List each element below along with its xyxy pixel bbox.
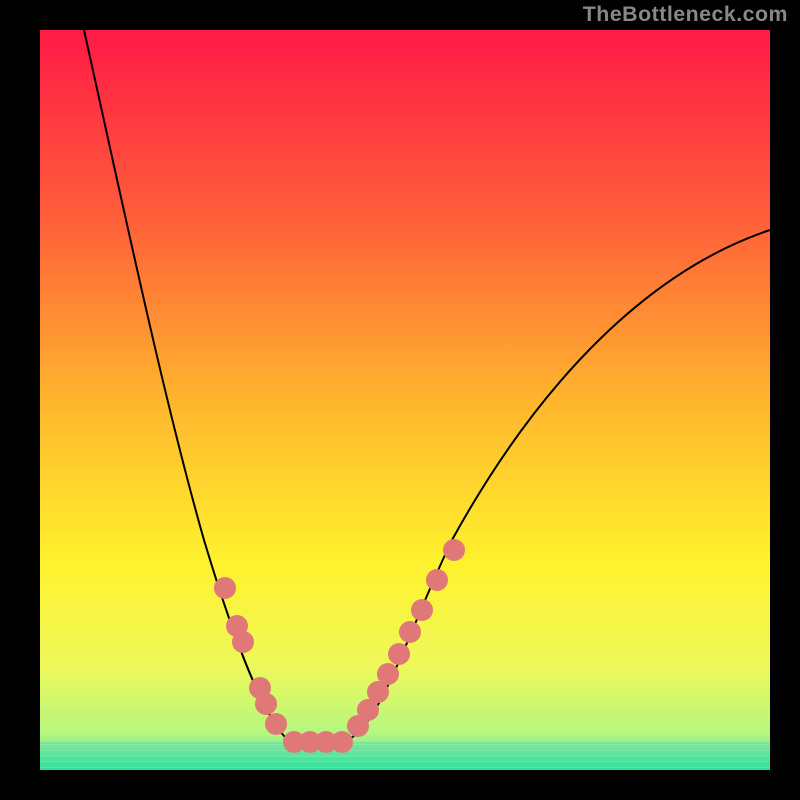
bottom-green-band xyxy=(40,742,770,770)
watermark-text: TheBottleneck.com xyxy=(583,2,788,27)
data-marker xyxy=(411,599,433,621)
stage: TheBottleneck.com xyxy=(0,0,800,800)
data-marker xyxy=(388,643,410,665)
data-marker xyxy=(331,731,353,753)
data-marker xyxy=(426,569,448,591)
data-marker xyxy=(377,663,399,685)
data-marker xyxy=(443,539,465,561)
data-marker xyxy=(399,621,421,643)
chart-canvas xyxy=(0,0,800,800)
data-marker xyxy=(255,693,277,715)
data-marker xyxy=(232,631,254,653)
data-marker xyxy=(214,577,236,599)
data-marker xyxy=(265,713,287,735)
